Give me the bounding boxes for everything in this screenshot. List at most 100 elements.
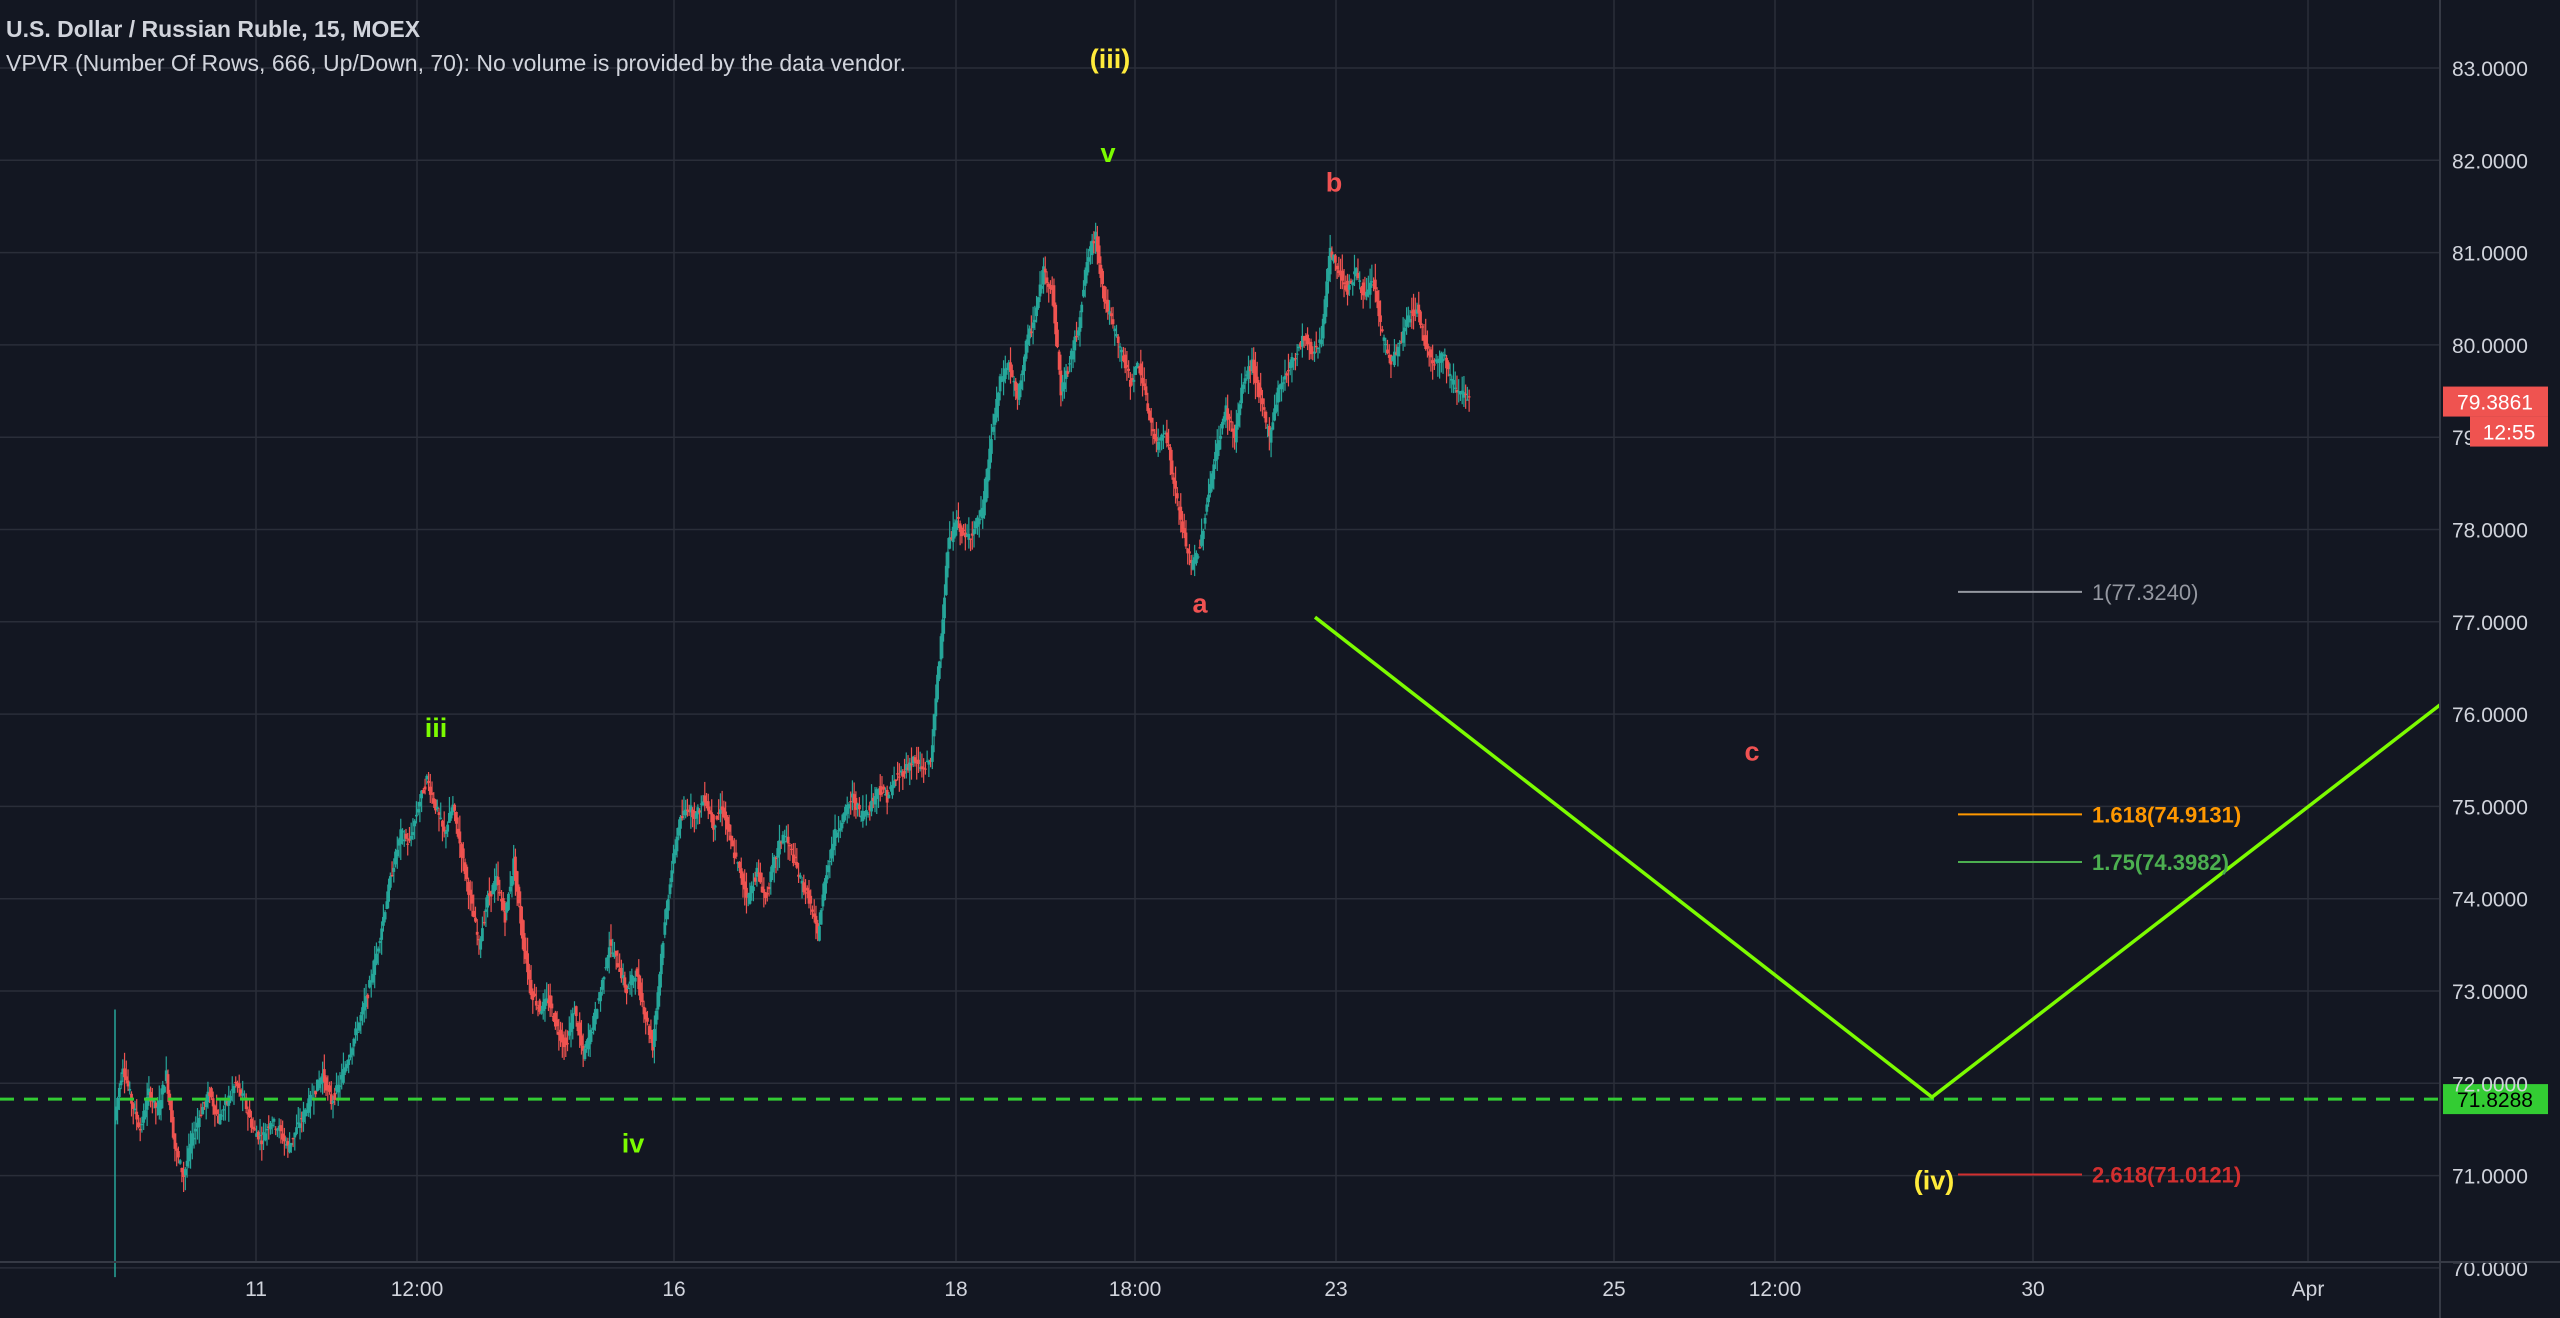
candle-body[interactable] <box>388 876 392 888</box>
candle-body[interactable] <box>173 1133 177 1149</box>
candle-body[interactable] <box>691 809 695 818</box>
candle-body[interactable] <box>1240 387 1243 404</box>
candle-body[interactable] <box>218 1113 222 1125</box>
candle-body[interactable] <box>1408 318 1412 323</box>
candle-body[interactable] <box>901 772 905 777</box>
candle-body[interactable] <box>1234 424 1238 443</box>
candle-body[interactable] <box>1075 335 1078 338</box>
candle-body[interactable] <box>456 828 460 837</box>
candle-body[interactable] <box>468 889 472 896</box>
candle-body[interactable] <box>1245 374 1249 376</box>
candle-body[interactable] <box>1097 245 1101 264</box>
candle-body[interactable] <box>1255 376 1259 383</box>
candle-body[interactable] <box>244 1097 248 1110</box>
candle-body[interactable] <box>1043 268 1047 273</box>
candle-body[interactable] <box>963 532 967 538</box>
candle-body[interactable] <box>498 892 502 894</box>
candle-body[interactable] <box>946 551 950 569</box>
candle-body[interactable] <box>493 880 496 892</box>
candle-body[interactable] <box>1177 507 1181 511</box>
candle-body[interactable] <box>246 1112 250 1115</box>
candle-body[interactable] <box>941 619 945 642</box>
candle-body[interactable] <box>1066 371 1070 374</box>
candle-body[interactable] <box>427 781 430 783</box>
candle-body[interactable] <box>786 836 790 844</box>
candle-body[interactable] <box>736 862 740 864</box>
candle-body[interactable] <box>1064 370 1068 379</box>
candle-body[interactable] <box>1424 335 1428 349</box>
candle-body[interactable] <box>194 1128 198 1132</box>
candle-body[interactable] <box>454 811 458 824</box>
candle-body[interactable] <box>1391 356 1395 362</box>
candle-body[interactable] <box>1170 460 1174 475</box>
candle-body[interactable] <box>368 980 371 988</box>
candle-body[interactable] <box>682 810 686 816</box>
candle-body[interactable] <box>1351 282 1355 286</box>
candle-body[interactable] <box>753 877 757 882</box>
candle-body[interactable] <box>208 1092 212 1097</box>
candle-body[interactable] <box>1050 287 1054 290</box>
candle-body[interactable] <box>976 517 979 527</box>
candle-body[interactable] <box>392 867 396 872</box>
candle-body[interactable] <box>757 872 761 874</box>
candle-body[interactable] <box>998 376 1002 392</box>
candle-body[interactable] <box>1372 284 1375 286</box>
candle-body[interactable] <box>548 995 552 1008</box>
projection-polyline[interactable] <box>1313 615 2442 1100</box>
candle-body[interactable] <box>1339 272 1342 276</box>
candle-body[interactable] <box>475 931 479 935</box>
candle-body[interactable] <box>1165 432 1169 444</box>
candle-body[interactable] <box>142 1110 146 1123</box>
candle-body[interactable] <box>1262 407 1266 410</box>
candle-body[interactable] <box>1175 493 1179 499</box>
candle-body[interactable] <box>831 843 835 851</box>
candle-body[interactable] <box>592 1015 595 1030</box>
candle-body[interactable] <box>960 527 964 537</box>
candle-body[interactable] <box>804 892 807 894</box>
candle-body[interactable] <box>1189 559 1193 563</box>
candle-body[interactable] <box>1142 383 1146 387</box>
candle-body[interactable] <box>833 828 837 846</box>
candle-body[interactable] <box>852 794 856 803</box>
candle-body[interactable] <box>1304 335 1308 338</box>
candle-body[interactable] <box>1080 304 1084 313</box>
candle-body[interactable] <box>821 894 825 907</box>
candle-body[interactable] <box>1002 376 1005 382</box>
candle-body[interactable] <box>1356 272 1360 279</box>
candle-body[interactable] <box>871 797 875 801</box>
candle-body[interactable] <box>276 1129 279 1131</box>
candle-body[interactable] <box>1016 390 1019 399</box>
candle-body[interactable] <box>908 762 912 771</box>
candle-body[interactable] <box>496 876 500 885</box>
candle-body[interactable] <box>859 815 863 818</box>
candle-body[interactable] <box>910 763 913 766</box>
candle-body[interactable] <box>743 881 747 890</box>
candle-body[interactable] <box>241 1093 245 1096</box>
candle-body[interactable] <box>1111 319 1115 325</box>
candle-body[interactable] <box>336 1084 340 1093</box>
candle-body[interactable] <box>752 886 755 891</box>
candle-body[interactable] <box>574 1006 578 1017</box>
candle-body[interactable] <box>236 1082 239 1087</box>
candle-body[interactable] <box>845 804 849 814</box>
last-price-badge[interactable] <box>2443 386 2548 417</box>
candle-body[interactable] <box>847 804 851 809</box>
candle-body[interactable] <box>1099 264 1103 278</box>
candle-body[interactable] <box>519 905 523 924</box>
candle-body[interactable] <box>684 809 688 816</box>
candle-body[interactable] <box>215 1109 219 1115</box>
candle-body[interactable] <box>560 1034 564 1043</box>
candle-body[interactable] <box>849 801 853 803</box>
candle-body[interactable] <box>795 861 799 868</box>
candle-body[interactable] <box>995 398 999 418</box>
candle-body[interactable] <box>1311 351 1315 354</box>
candle-body[interactable] <box>1104 301 1108 304</box>
candle-body[interactable] <box>381 916 385 926</box>
candle-body[interactable] <box>1429 349 1433 358</box>
candle-body[interactable] <box>652 1029 656 1047</box>
candle-body[interactable] <box>600 979 604 990</box>
candle-body[interactable] <box>800 880 804 884</box>
candle-body[interactable] <box>361 1007 364 1015</box>
candle-body[interactable] <box>772 856 776 869</box>
candle-body[interactable] <box>1365 291 1369 297</box>
